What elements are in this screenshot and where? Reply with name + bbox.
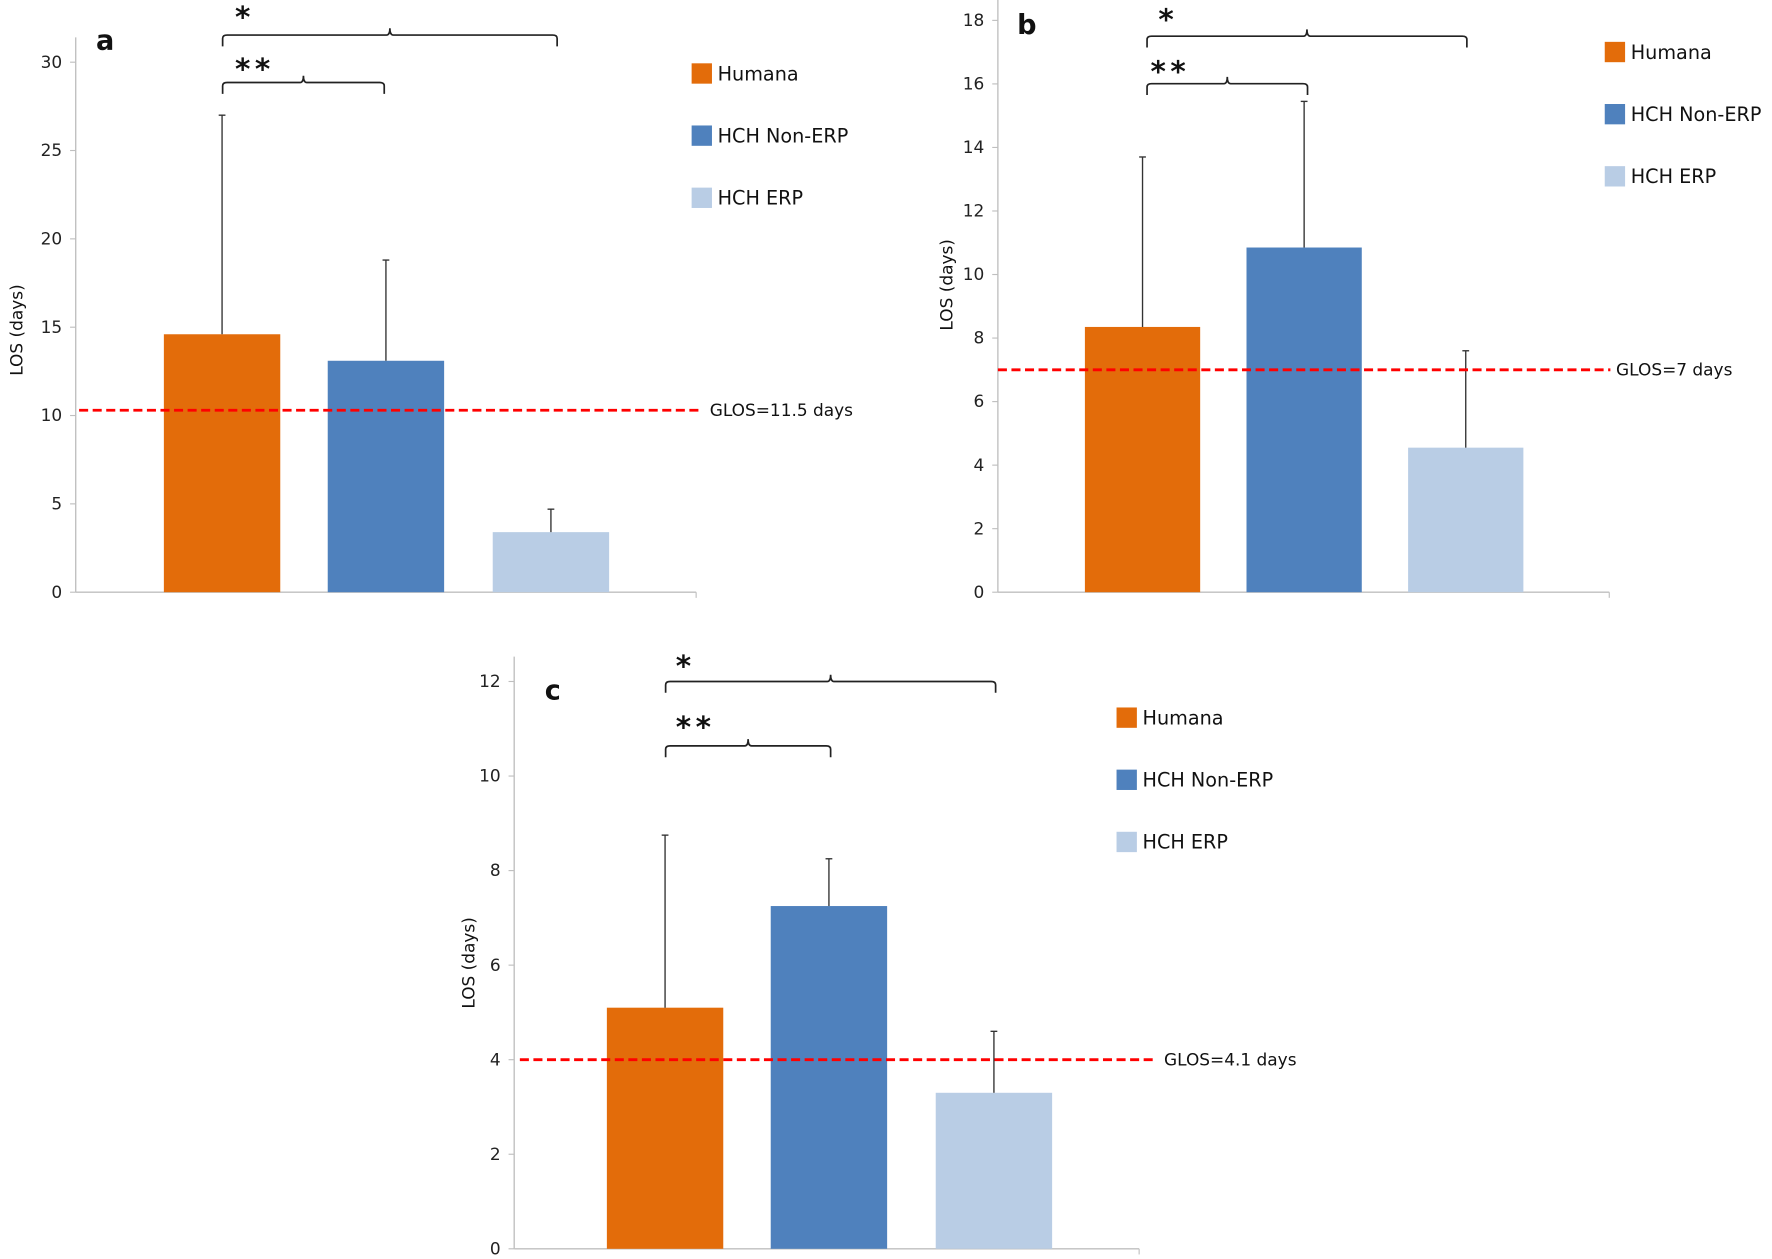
y-tick-label: 6: [974, 391, 985, 411]
y-tick-label: 5: [51, 494, 62, 514]
panel-label: c: [545, 676, 561, 707]
bar-hch-non-erp: [770, 906, 888, 1249]
y-tick-label: 30: [41, 52, 63, 72]
bar-hch-erp: [1408, 447, 1524, 593]
legend-label: Humana: [1631, 41, 1712, 64]
legend-label: HCH ERP: [1631, 165, 1716, 188]
y-tick-label: 0: [974, 582, 985, 602]
legend-swatch: [691, 187, 712, 208]
legend-swatch: [691, 63, 712, 84]
y-tick-label: 12: [963, 201, 985, 221]
legend-label: HCH ERP: [718, 187, 803, 210]
y-tick-label: 8: [974, 328, 985, 348]
y-tick-label: 4: [974, 455, 985, 475]
y-tick-label: 4: [490, 1049, 501, 1069]
legend-swatch: [691, 125, 712, 146]
legend-label: HCH ERP: [1143, 831, 1228, 854]
legend-swatch: [1116, 831, 1137, 853]
glos-label: GLOS=11.5 days: [710, 400, 853, 420]
legend-swatch: [1116, 769, 1137, 790]
significance-bracket: [664, 739, 832, 758]
bar-humana: [1084, 326, 1201, 593]
legend-label: Humana: [1143, 706, 1224, 729]
significance-bracket: [1146, 76, 1309, 95]
y-tick-label: 12: [479, 671, 501, 691]
y-tick-label: 14: [963, 137, 985, 157]
significance-marker: **: [1150, 54, 1190, 88]
panel-label: b: [1017, 10, 1036, 41]
significance-bracket: [664, 674, 997, 693]
legend-swatch: [1116, 707, 1137, 728]
y-tick-label: 10: [963, 264, 985, 284]
bar-hch-non-erp: [327, 360, 445, 593]
legend-swatch: [1604, 166, 1626, 187]
bar-hch-erp: [935, 1092, 1053, 1249]
significance-marker: *: [235, 0, 255, 34]
panel-label: a: [96, 26, 114, 57]
glos-label: GLOS=4.1 days: [1164, 1049, 1297, 1069]
y-tick-label: 8: [490, 860, 501, 880]
y-axis-label: LOS (days): [937, 239, 957, 330]
significance-marker: **: [235, 52, 275, 86]
y-axis-label: LOS (days): [459, 917, 479, 1009]
y-tick-label: 0: [490, 1238, 501, 1258]
significance-marker: *: [1158, 2, 1178, 36]
legend-label: HCH Non-ERP: [1143, 769, 1274, 792]
significance-marker: **: [676, 710, 716, 744]
significance-bracket: [1146, 29, 1468, 48]
legend-label: HCH Non-ERP: [1631, 103, 1762, 126]
legend-swatch: [1604, 41, 1626, 63]
y-tick-label: 2: [974, 518, 985, 538]
y-tick-label: 15: [41, 317, 63, 337]
y-axis-label: LOS (days): [7, 284, 27, 375]
bar-hch-non-erp: [1246, 247, 1362, 593]
significance-bracket: [221, 75, 386, 94]
y-tick-label: 10: [479, 766, 501, 786]
y-tick-label: 25: [41, 140, 63, 160]
legend-label: Humana: [718, 62, 799, 85]
significance-marker: *: [676, 649, 696, 683]
y-tick-label: 16: [963, 74, 985, 94]
y-tick-label: 20: [41, 229, 63, 249]
y-tick-label: 2: [490, 1144, 501, 1164]
y-tick-label: 0: [51, 582, 62, 602]
bar-hch-erp: [492, 532, 610, 593]
legend-label: HCH Non-ERP: [718, 124, 849, 147]
bar-humana: [606, 1007, 724, 1249]
y-tick-label: 6: [490, 955, 501, 975]
bar-humana: [163, 334, 281, 593]
y-tick-label: 18: [963, 10, 985, 30]
legend-swatch: [1604, 104, 1626, 125]
y-tick-label: 10: [41, 405, 63, 425]
significance-bracket: [221, 28, 558, 47]
glos-label: GLOS=7 days: [1616, 359, 1732, 379]
